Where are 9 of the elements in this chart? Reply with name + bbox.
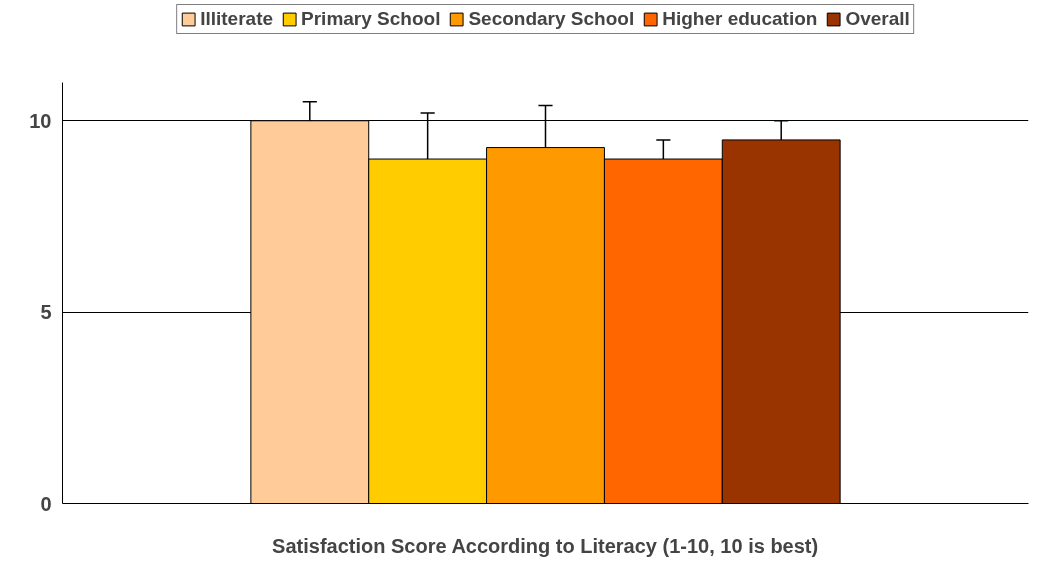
- legend-label: Primary School: [301, 8, 441, 30]
- legend-label: Higher education: [662, 8, 818, 30]
- y-tick-label: 10: [29, 109, 52, 132]
- legend-label: Secondary School: [468, 8, 635, 30]
- legend-label: Illiterate: [200, 8, 274, 30]
- legend-label: Overall: [845, 8, 910, 30]
- x-axis-title: Satisfaction Score According to Literacy (1-10, 10 is best): [272, 534, 819, 557]
- y-tick-label: 5: [40, 301, 52, 324]
- y-tick-label: 0: [40, 492, 52, 515]
